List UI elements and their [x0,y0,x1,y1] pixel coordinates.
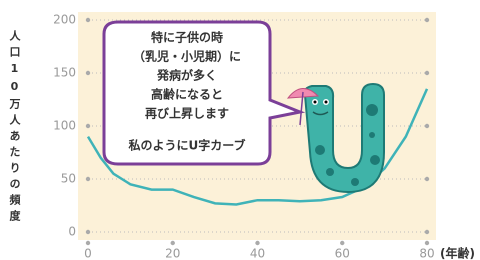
annotation-line: 発病が多く [156,68,217,83]
tick-dot [425,230,429,234]
y-tick-label: 0 [68,225,76,239]
x-tick-label: 0 [84,247,92,260]
annotation-line: 再び上昇します [145,106,229,121]
y-tick-label: 100 [53,119,76,133]
tick-dot [425,18,429,22]
page: 人口10万人あたりの頻度 050100150200020406080(年齢) 特… [0,0,480,260]
tick-dot [86,18,90,22]
tick-dot [86,177,90,181]
y-tick-label: 150 [53,66,76,80]
annotation-line: （乳児・小児期）に [133,49,241,64]
y-tick-label: 50 [61,172,76,186]
tick-dot [425,124,429,128]
annotation-line: 特に子供の時 [151,30,223,45]
tick-dot [425,241,429,245]
x-tick-label: 60 [335,247,350,260]
tick-dot [255,241,259,245]
chart: 0 50 100 150 200 0 20 40 60 80 (年齢) 特に子供の時 （乳児・小児期）… [0,0,480,260]
x-tick-label: 20 [165,247,180,260]
x-axis-label: (年齢) [440,246,475,260]
annotation-line: 私のようにU字カーブ [127,138,245,153]
tick-dot [425,177,429,181]
x-tick-label: 40 [250,247,265,260]
x-tick-label: 80 [419,247,434,260]
tick-dot [86,241,90,245]
tick-dot [340,241,344,245]
tick-dot [171,241,175,245]
annotation-line: 高齢になると [151,87,223,102]
y-tick-label: 200 [53,13,76,27]
tick-dot [86,230,90,234]
tick-dot [425,71,429,75]
tick-dot [86,124,90,128]
tick-dot [86,71,90,75]
